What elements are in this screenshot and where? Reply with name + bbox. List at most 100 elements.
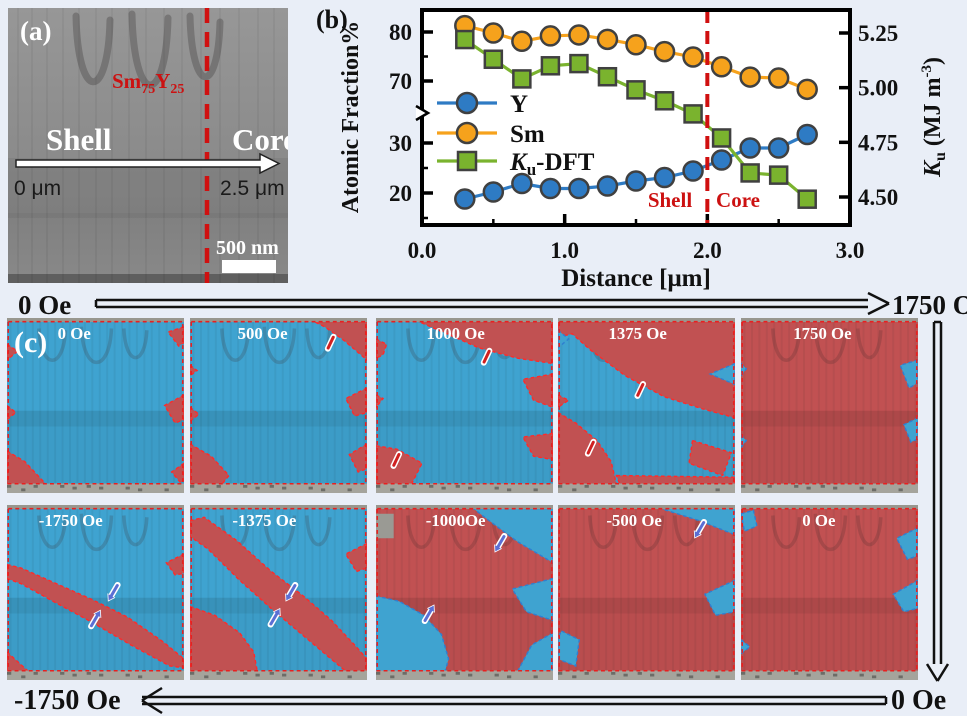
data-point-Sm [682, 46, 704, 68]
blue-domain-region [741, 638, 751, 655]
domain-tile-9: -500 Oe [558, 505, 735, 680]
data-point-Y [653, 166, 676, 189]
legend-marker-Y [455, 91, 479, 115]
distance-start-label: 0 μm [14, 177, 61, 200]
blue-domain-region [741, 509, 758, 533]
red-domain-region [190, 443, 230, 485]
data-point-Sm [482, 22, 505, 44]
tile-dashed-outline [558, 320, 735, 485]
legend-label-Y: Y [510, 91, 528, 118]
data-point-Y [682, 160, 704, 182]
data-point-Sm [568, 24, 590, 46]
right-y-tick-label: 5.25 [858, 21, 898, 46]
blue-domain-region [895, 526, 918, 561]
domain-tile-6: -1750 Oe [7, 505, 184, 680]
x-axis-title: Distance [μm] [561, 265, 711, 292]
data-point-Y [596, 175, 619, 197]
data-point-Ku-DFT [540, 56, 561, 76]
tile-dashed-outline [7, 320, 184, 485]
legend-label-Sm: Sm [510, 121, 545, 148]
data-point-Ku-DFT [569, 53, 589, 74]
red-domain-region [521, 373, 553, 408]
tile-field-label: -1750 Oe [39, 511, 103, 530]
left-y-axis-title: Atomic Fraction% [338, 21, 364, 214]
annotation-arrow-icon [693, 518, 708, 539]
data-point-Ku-DFT [597, 66, 618, 87]
sweep-top-end-label: 1750 Oe [892, 290, 967, 320]
red-domain-region [344, 387, 367, 417]
tile-dashed-outline [558, 507, 735, 672]
data-point-Y [710, 149, 733, 171]
red-domain-region [376, 338, 388, 360]
annotation-arrow-icon [88, 609, 102, 630]
legend-marker-Sm [455, 121, 479, 145]
x-tick-label: 3.0 [836, 238, 865, 263]
tile-field-label: -1375 Oe [232, 511, 296, 530]
domain-tile-2: 500 Oe [190, 318, 367, 493]
data-point-Y [511, 172, 533, 195]
tem-texture [8, 8, 288, 283]
data-point-Ku-DFT [626, 80, 646, 100]
red-domain-region [558, 394, 571, 409]
sweep-bottom-end-label: -1750 Oe [14, 685, 121, 716]
annotation-arrow-icon [584, 438, 597, 457]
data-point-Sm [596, 28, 619, 51]
left-y-tick-label: 20 [389, 181, 412, 206]
scalebar [222, 260, 276, 273]
sweep-bottom-start-label: 0 Oe [891, 685, 946, 716]
tile-field-label: 1375 Oe [608, 324, 666, 343]
sweep-down-arrow-icon [925, 320, 950, 682]
blue-domain-region [892, 579, 918, 613]
gray-domain-region [376, 513, 394, 539]
data-point-Y [568, 177, 590, 200]
right-y-tick-label: 5.00 [858, 76, 898, 101]
annotation-arrow-icon [421, 604, 435, 625]
tem-background [8, 8, 288, 283]
left-y-tick-label: 30 [389, 131, 412, 156]
tile-field-label: 500 Oe [238, 324, 288, 343]
plot-layer: 0.0 1.0 2.0 3.0 20 30 70 80 4.50 4.75 5.00 5.25 Y SmK… [389, 10, 898, 263]
red-domain-region [165, 553, 184, 576]
blue-domain-region [511, 577, 553, 622]
blue-domain-region [660, 507, 735, 536]
data-point-Y [739, 137, 761, 159]
domain-tile-8: -1000Oe [376, 505, 553, 680]
axis-break-marker [415, 104, 431, 122]
domain-tile-7: -1375 Oe [190, 505, 367, 680]
x-tick-label: 2.0 [693, 238, 722, 263]
data-point-Y [482, 181, 505, 203]
annotation-arrow-icon [494, 532, 508, 553]
x-tick-label: 0.0 [408, 238, 437, 263]
tile-field-label: 0 Oe [58, 324, 91, 343]
data-point-Sm [625, 33, 647, 56]
red-domain-region [190, 605, 259, 672]
red-domain-region [348, 443, 367, 473]
data-point-Ku-DFT [740, 163, 760, 183]
data-point-Sm [653, 40, 676, 63]
data-point-Ku-DFT [711, 128, 732, 148]
data-point-Sm [796, 78, 818, 101]
red-domain-region [190, 406, 200, 423]
right-y-tick-label: 4.50 [858, 185, 898, 210]
left-y-tick-label: 80 [389, 20, 412, 45]
blue-domain-region [703, 579, 735, 617]
domain-tile-3: 1000 Oe [376, 318, 553, 493]
data-point-Sm [539, 25, 562, 47]
data-point-Ku-DFT [483, 49, 504, 69]
field-sweep-footer: -1750 Oe 0 Oe [14, 685, 946, 716]
domain-tile-4: 1375 Oe [558, 318, 735, 493]
red-domain-region [344, 542, 367, 573]
blue-domain-region [899, 359, 918, 390]
red-domain-region [7, 404, 17, 421]
tile-field-label: 1750 Oe [793, 324, 851, 343]
tile-dashed-outline [190, 320, 367, 485]
composition-formula: Sm75Y25 [112, 69, 184, 97]
domain-tile-5: 1750 Oe [741, 318, 918, 493]
red-domain-region [190, 516, 367, 672]
data-point-Sm [767, 67, 790, 89]
data-point-Y [767, 137, 790, 159]
shell-annotation: Shell [648, 188, 693, 212]
field-sweep-header: 0 Oe 1750 Oe [18, 290, 967, 320]
data-point-Ku-DFT [654, 91, 675, 111]
